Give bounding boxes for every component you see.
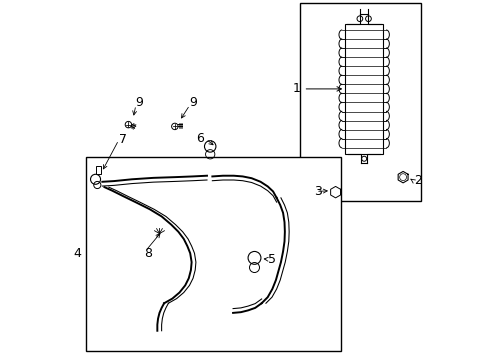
Text: 9: 9 xyxy=(189,96,197,109)
Bar xyxy=(96,166,101,174)
Bar xyxy=(345,24,382,154)
Text: 1: 1 xyxy=(292,82,300,95)
Bar xyxy=(299,3,421,202)
Bar xyxy=(85,157,340,351)
Text: 6: 6 xyxy=(196,132,204,145)
Text: 2: 2 xyxy=(413,174,421,187)
Text: 9: 9 xyxy=(135,96,143,109)
Text: 4: 4 xyxy=(73,247,81,260)
Text: 8: 8 xyxy=(143,247,151,260)
Text: 7: 7 xyxy=(119,134,126,147)
Text: 3: 3 xyxy=(313,185,322,198)
Text: 5: 5 xyxy=(267,253,275,266)
